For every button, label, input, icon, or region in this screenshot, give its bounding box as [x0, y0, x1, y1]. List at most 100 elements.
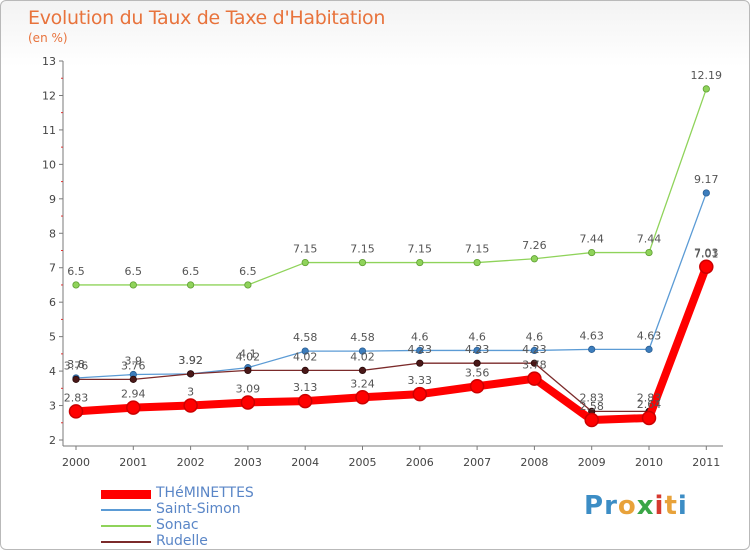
data-label: 7.44	[637, 233, 662, 246]
data-label: 3.9	[125, 355, 143, 368]
y-tick-label: 3	[49, 400, 56, 413]
y-tick-label: 8	[49, 227, 56, 240]
data-label: 2.83	[64, 391, 89, 404]
legend-swatch	[101, 525, 151, 527]
data-point	[530, 346, 539, 355]
data-point	[641, 410, 657, 426]
x-tick-label: 2009	[578, 456, 606, 469]
data-label: 7.03	[694, 247, 719, 260]
data-point	[412, 386, 428, 402]
data-point	[645, 345, 653, 353]
data-label: 6.5	[239, 265, 257, 278]
x-tick-label: 2001	[119, 456, 147, 469]
data-label: 4.23	[522, 343, 547, 356]
data-point	[473, 359, 481, 367]
data-label: 3.8	[67, 358, 85, 371]
data-label: 4.63	[579, 329, 604, 342]
data-label: 3.76	[64, 359, 89, 372]
chart-unit-label: (en %)	[28, 31, 68, 45]
data-point	[527, 371, 542, 386]
data-point	[297, 393, 313, 409]
data-point	[702, 189, 710, 197]
data-point	[187, 281, 195, 289]
data-label: 4.1	[239, 348, 257, 361]
data-point	[240, 395, 256, 410]
data-point	[355, 390, 370, 405]
x-tick-label: 2011	[692, 456, 720, 469]
data-label: 4.6	[526, 330, 544, 343]
data-label: 4.23	[465, 343, 490, 356]
data-label: 7.15	[350, 243, 375, 256]
data-label: 3.78	[522, 359, 547, 372]
x-tick-label: 2008	[520, 456, 548, 469]
data-point	[301, 366, 309, 375]
data-point	[473, 346, 481, 355]
legend-label: Rudelle	[156, 533, 208, 549]
x-tick-label: 2000	[62, 456, 90, 469]
data-label: 7.15	[408, 243, 433, 256]
data-label: 4.58	[293, 331, 318, 344]
data-label: 7.01	[694, 247, 719, 260]
logo-letter: t	[664, 491, 678, 521]
data-point	[244, 366, 252, 375]
data-point	[416, 346, 424, 355]
x-tick-label: 2010	[635, 456, 663, 469]
y-tick-label: 11	[42, 124, 56, 137]
data-label: 2.94	[121, 388, 146, 401]
legend-item: THéMINETTES	[101, 485, 361, 502]
data-point	[469, 379, 485, 394]
y-tick-label: 12	[42, 89, 56, 102]
data-label: 6.5	[125, 265, 143, 278]
data-point	[358, 347, 367, 355]
legend-item: Rudelle	[101, 533, 361, 549]
data-point	[129, 281, 137, 289]
x-tick-label: 2002	[177, 456, 205, 469]
data-label: 4.02	[236, 350, 261, 363]
x-tick-label: 2007	[463, 456, 491, 469]
y-tick-label: 2	[49, 434, 56, 447]
legend-item: Saint-Simon	[101, 501, 361, 518]
data-point	[699, 259, 714, 274]
data-point	[183, 398, 198, 413]
y-tick-label: 5	[49, 331, 56, 344]
logo-letter: P	[584, 491, 605, 521]
data-label: 2.58	[579, 400, 604, 413]
data-label: 4.63	[637, 329, 662, 342]
data-label: 7.15	[465, 243, 490, 256]
data-point	[301, 258, 309, 267]
data-point	[588, 248, 596, 257]
data-point	[588, 345, 596, 353]
data-label: 7.26	[522, 239, 547, 252]
data-point	[702, 85, 710, 93]
data-label: 2.64	[637, 398, 662, 411]
data-label: 7.44	[579, 233, 604, 246]
data-point	[416, 359, 424, 367]
y-tick-label: 9	[49, 193, 56, 206]
logo-letter: r	[604, 491, 618, 521]
y-tick-label: 10	[42, 158, 56, 171]
logo-letter: i	[677, 491, 688, 521]
series-line-Rudelle	[75, 266, 707, 413]
data-label: 3.33	[408, 374, 433, 387]
logo-letter: o	[617, 491, 637, 521]
logo-letter: i	[654, 491, 665, 521]
data-point	[530, 359, 539, 367]
data-label: 4.6	[411, 330, 429, 343]
chart-title: Evolution du Taux de Taxe d'Habitation	[28, 7, 386, 29]
data-point	[358, 366, 367, 375]
data-point	[416, 258, 424, 267]
data-label: 3.92	[178, 354, 203, 367]
y-tick-label: 6	[49, 296, 56, 309]
series-line-Saint-Simon	[75, 192, 707, 379]
data-label: 9.17	[694, 173, 719, 186]
data-point	[129, 375, 137, 383]
data-point	[645, 248, 653, 257]
data-point	[72, 375, 80, 383]
data-label: 7.15	[293, 243, 318, 256]
data-point	[301, 347, 309, 355]
x-tick-label: 2003	[234, 456, 262, 469]
y-tick-label: 7	[49, 262, 56, 275]
data-label: 3.92	[178, 354, 203, 367]
data-label: 6.5	[67, 265, 85, 278]
data-label: 12.19	[691, 69, 723, 82]
